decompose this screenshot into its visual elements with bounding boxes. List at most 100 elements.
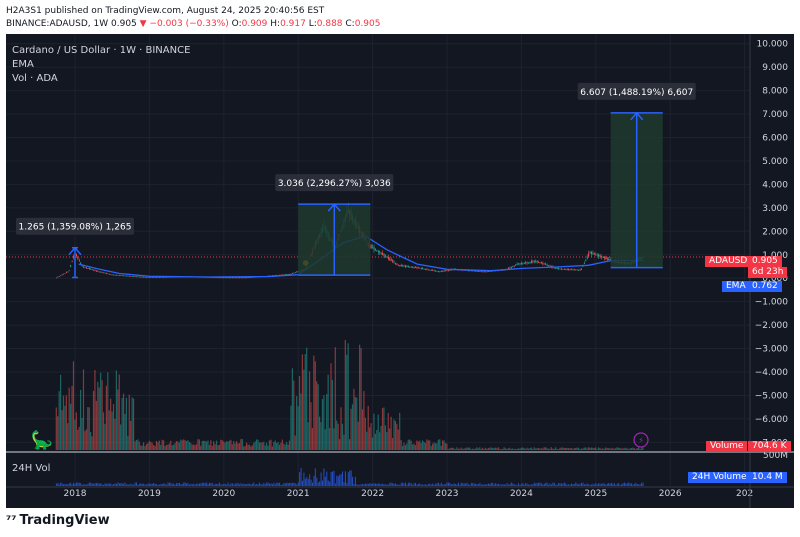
vol24-bar	[91, 483, 93, 486]
candle-body	[148, 277, 150, 279]
symbol-tag-label: ADAUSD	[709, 256, 748, 266]
candle-body	[472, 270, 474, 272]
volume-bar	[256, 439, 258, 450]
vol24-bar	[247, 483, 249, 486]
vol24-bar	[493, 484, 495, 486]
vol24-bar	[387, 484, 389, 486]
candle-body	[520, 263, 522, 265]
vol24-bar	[528, 484, 530, 486]
candle-body	[549, 265, 551, 267]
candle-body	[512, 265, 514, 267]
volume-bar	[550, 447, 552, 450]
volume-bar	[75, 412, 77, 450]
volume-bar	[237, 443, 239, 450]
vol24-bar	[383, 484, 385, 486]
chart-title[interactable]: Cardano / US Dollar · 1W · BINANCE	[12, 45, 191, 56]
candle-body	[107, 273, 109, 275]
volume-bar	[363, 391, 365, 450]
volume-bar	[98, 387, 100, 450]
y-tick-label: −6.000	[755, 415, 789, 425]
candle-body	[291, 273, 293, 275]
volume-bar	[390, 416, 392, 450]
vol24-bar	[259, 482, 261, 486]
candle-body	[550, 265, 552, 268]
vol24-bar	[364, 483, 366, 486]
volume-bar	[204, 440, 206, 450]
volume-bar	[384, 425, 386, 450]
volume-tag-value-text: 704.6 K	[752, 441, 787, 451]
axes: 10.000 9.000 8.000 7.000 6.000 5.000 4.000 3.00…	[6, 34, 794, 508]
candle-body	[156, 277, 158, 278]
vol24-bar	[329, 481, 331, 486]
vol24-bar	[429, 483, 431, 486]
candle-body	[397, 265, 399, 266]
vol24-bar	[580, 482, 582, 486]
vol24-bar	[219, 482, 221, 486]
candle-body	[280, 274, 282, 276]
vol24-bar	[619, 484, 621, 486]
vol24-bar	[460, 482, 462, 486]
candle-body	[603, 256, 605, 259]
volume-bar	[234, 443, 236, 450]
vol24-bar	[510, 482, 512, 486]
vol24-bar	[276, 482, 278, 486]
vol24-bar	[153, 483, 155, 486]
volume-bar	[344, 340, 346, 450]
volume-bar	[389, 428, 391, 450]
vol24-bar	[300, 467, 302, 486]
candle-body	[470, 270, 472, 272]
vol24-bar	[207, 484, 209, 486]
volume-bar	[293, 380, 295, 450]
volume-legend[interactable]: Vol · ADA	[12, 73, 58, 84]
vol24-bar	[237, 482, 239, 486]
vol24-bar	[638, 484, 640, 486]
volume-bar	[492, 447, 494, 450]
candle-body	[576, 269, 578, 271]
volume-bar	[294, 435, 296, 450]
volume-bar	[476, 447, 478, 450]
volume-bar	[585, 447, 587, 450]
vol24-bar	[126, 484, 128, 486]
volume-bar	[526, 447, 528, 450]
vol24-bar	[327, 480, 329, 486]
last-price: 0.905	[111, 19, 137, 29]
volume-bar	[78, 426, 80, 450]
measure-arrow-icon	[68, 246, 82, 256]
volume-bar	[174, 442, 176, 450]
vol24-bar	[81, 484, 83, 486]
vol24-bar	[254, 484, 256, 486]
volume-bar	[131, 397, 133, 450]
vol24-bar	[403, 483, 405, 486]
vol24-bar	[158, 484, 160, 486]
volume-bar	[283, 443, 285, 450]
candle-body	[140, 276, 142, 278]
vol24-bar	[546, 482, 548, 486]
vol24-bar	[400, 482, 402, 486]
volume-bar	[264, 445, 266, 450]
volume-bar	[180, 439, 182, 450]
volume-bar	[575, 447, 577, 450]
vol24-bar	[392, 483, 394, 486]
volume-bar	[411, 444, 414, 450]
volume-bar	[187, 440, 189, 450]
candle-body	[61, 274, 63, 276]
candle-body	[533, 261, 535, 263]
ema-tag-value: 0.762	[748, 281, 782, 292]
volume-bar	[512, 448, 514, 450]
vol24-bar	[437, 482, 439, 486]
candle-body	[283, 274, 285, 276]
volume-bar	[396, 423, 398, 450]
candle-body	[144, 276, 146, 278]
volume-bar	[102, 412, 105, 450]
tradingview-brand[interactable]: ⁷⁷ TradingView	[6, 513, 110, 528]
vol24-bar	[372, 483, 374, 486]
vol24-bar	[188, 484, 190, 486]
candle-body	[217, 277, 219, 279]
vol24-legend[interactable]: 24H Vol	[12, 463, 51, 474]
candle-body	[559, 268, 561, 270]
volume-bar	[333, 428, 335, 450]
volume-bar	[120, 424, 122, 450]
ema-legend[interactable]: EMA	[12, 59, 34, 70]
vol24-bar	[566, 484, 568, 486]
